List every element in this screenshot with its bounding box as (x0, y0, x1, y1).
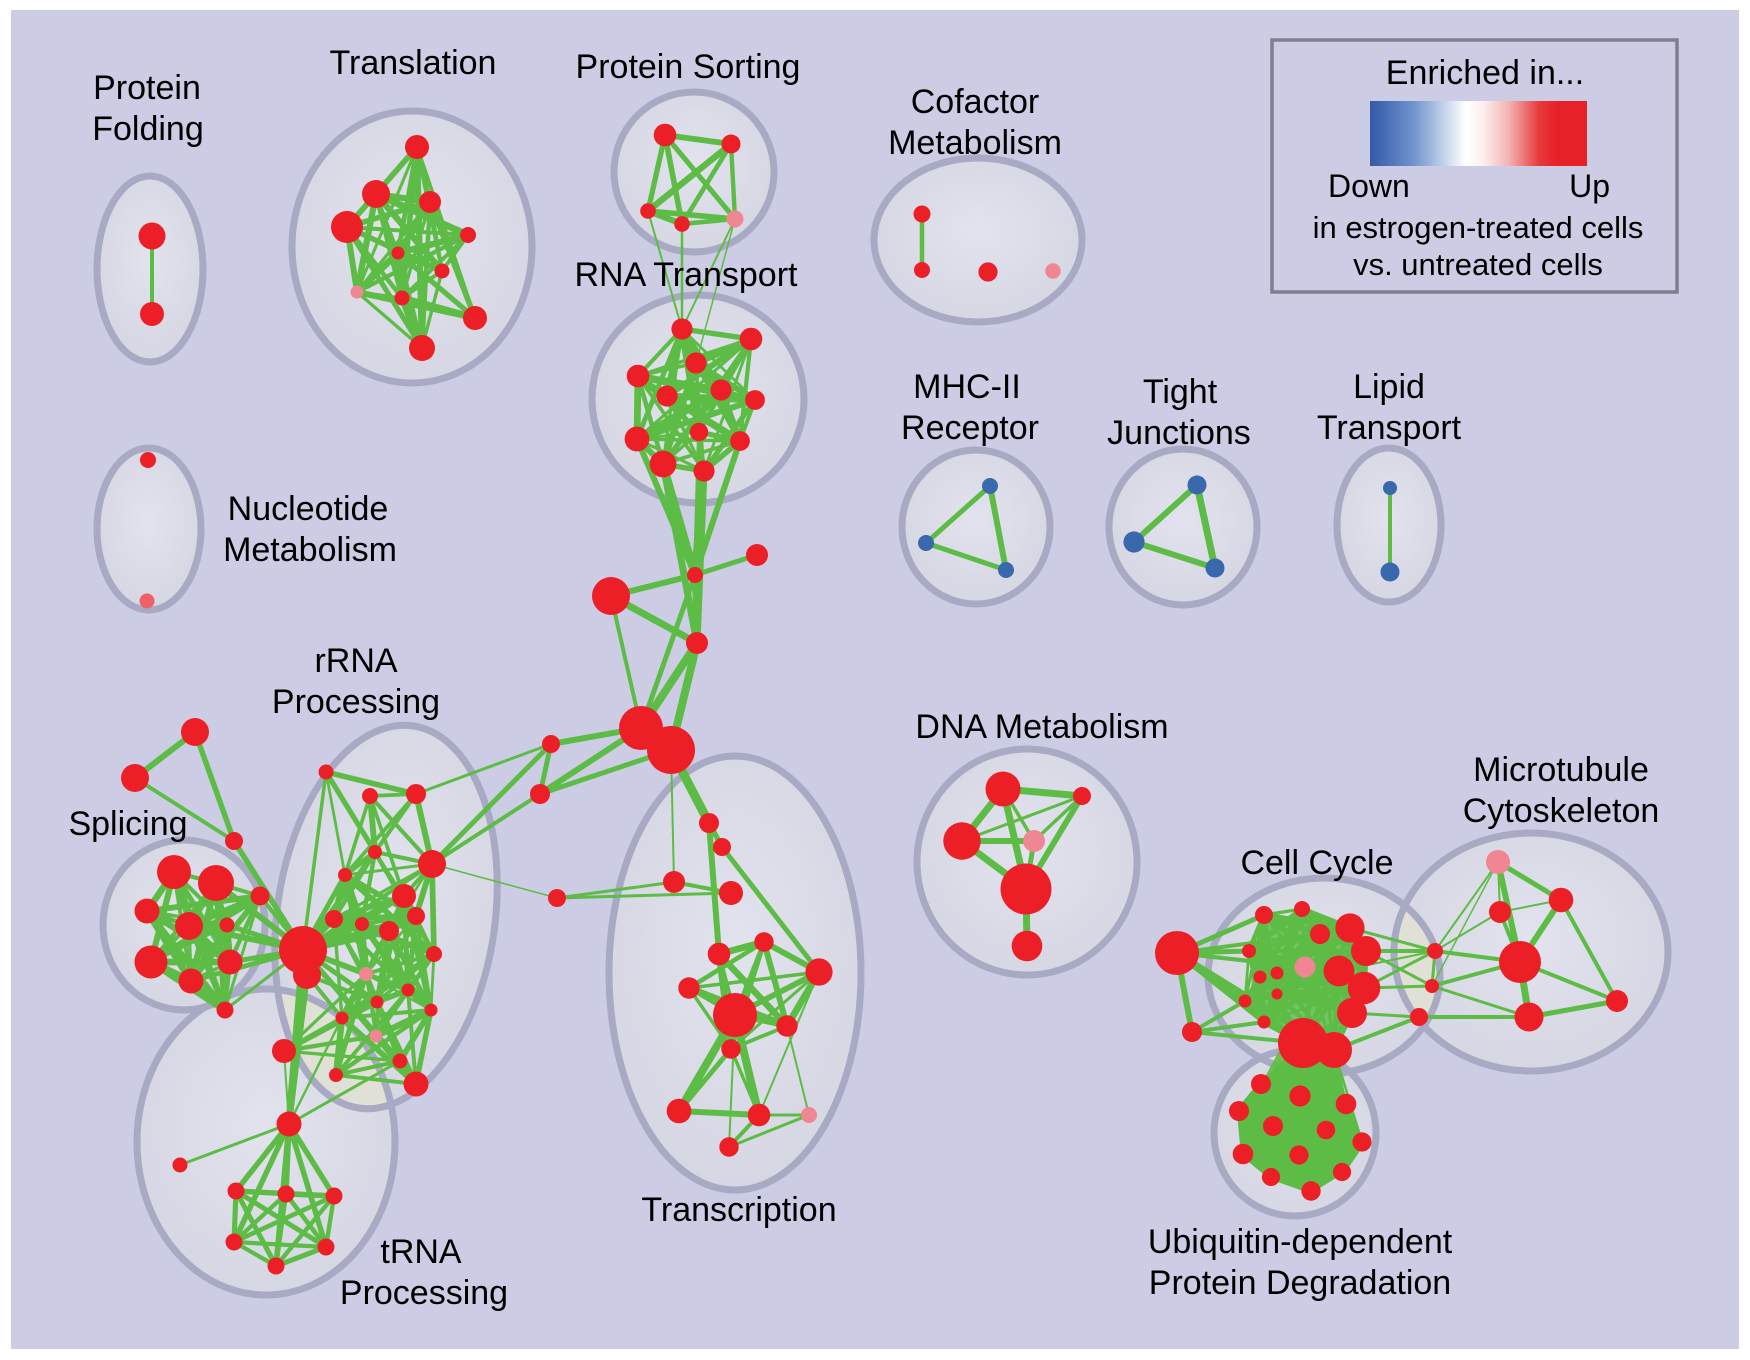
svg-text:Protein: Protein (93, 69, 201, 107)
svg-text:Nucleotide: Nucleotide (228, 490, 389, 528)
svg-text:MHC-II: MHC-II (913, 368, 1021, 406)
svg-text:DNA Metabolism: DNA Metabolism (915, 708, 1168, 746)
svg-text:Enriched in...: Enriched in... (1386, 54, 1584, 92)
svg-text:Transcription: Transcription (641, 1191, 836, 1229)
svg-text:RNA Transport: RNA Transport (575, 256, 799, 294)
svg-text:Up: Up (1569, 168, 1610, 204)
svg-text:rRNA: rRNA (314, 642, 397, 680)
svg-text:in estrogen-treated cells: in estrogen-treated cells (1313, 210, 1644, 245)
svg-text:Lipid: Lipid (1353, 368, 1425, 406)
svg-text:Splicing: Splicing (68, 805, 187, 843)
svg-text:Processing: Processing (272, 683, 440, 721)
svg-text:Protein Sorting: Protein Sorting (576, 48, 801, 86)
svg-text:Ubiquitin-dependent: Ubiquitin-dependent (1148, 1223, 1453, 1261)
svg-text:Metabolism: Metabolism (888, 124, 1062, 162)
svg-text:Cytoskeleton: Cytoskeleton (1463, 792, 1660, 830)
svg-text:Transport: Transport (1317, 409, 1462, 447)
svg-text:Down: Down (1328, 168, 1410, 204)
svg-text:Processing: Processing (340, 1274, 508, 1312)
svg-text:Receptor: Receptor (901, 409, 1039, 447)
svg-text:Cofactor: Cofactor (911, 83, 1040, 121)
svg-text:vs. untreated cells: vs. untreated cells (1353, 247, 1603, 282)
svg-text:Microtubule: Microtubule (1473, 751, 1649, 789)
svg-text:Folding: Folding (92, 110, 204, 148)
svg-text:Metabolism: Metabolism (223, 531, 397, 569)
svg-text:Junctions: Junctions (1107, 414, 1251, 452)
svg-text:Tight: Tight (1143, 373, 1218, 411)
svg-text:tRNA: tRNA (380, 1233, 462, 1271)
svg-text:Cell Cycle: Cell Cycle (1240, 844, 1393, 882)
svg-text:Protein Degradation: Protein Degradation (1149, 1264, 1451, 1302)
svg-text:Translation: Translation (330, 44, 497, 82)
